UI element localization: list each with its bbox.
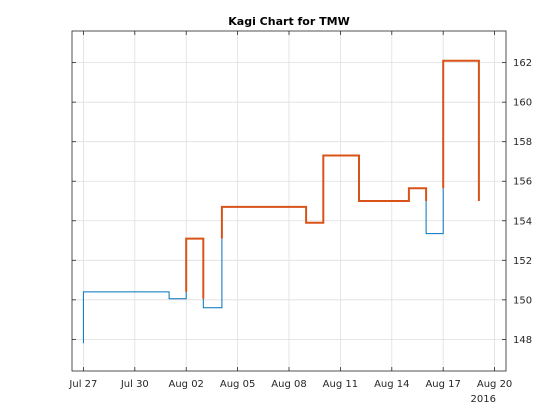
- kagi-yang-line: [185, 237, 205, 299]
- kagi-yang-line: [442, 59, 480, 201]
- y-tick-label: 150: [513, 295, 532, 306]
- x-tick-label: Jul 30: [120, 379, 149, 390]
- y-tick-label: 154: [513, 216, 532, 227]
- y-tick-label: 152: [513, 256, 532, 267]
- kagi-yin-line: [82, 291, 187, 344]
- y-tick-label: 148: [513, 335, 532, 346]
- x-tick-label: Aug 11: [323, 379, 358, 390]
- y-tick-label: 156: [513, 177, 532, 188]
- kagi-yin-line: [202, 238, 223, 309]
- x-tick-label: Aug 05: [220, 379, 255, 390]
- y-axis: 148 150 152 154 156 158 160 162: [72, 58, 532, 346]
- x-tick-label: Aug 08: [271, 379, 306, 390]
- y-tick-label: 160: [513, 98, 532, 109]
- y-tick-label: 162: [513, 58, 532, 69]
- kagi-yin-line: [425, 188, 444, 235]
- kagi-yang-line: [220, 154, 428, 239]
- x-tick-label: Aug 02: [168, 379, 203, 390]
- y-tick-label: 158: [513, 137, 532, 148]
- x-tick-label: Aug 20: [477, 379, 512, 390]
- x-axis-year-label: 2016: [471, 394, 496, 405]
- x-axis: Jul 27 Jul 30 Aug 02 Aug 05 Aug 08 Aug 11 Aug …: [68, 31, 512, 390]
- x-tick-label: Aug 14: [374, 379, 409, 390]
- chart-title: Kagi Chart for TMW: [228, 15, 349, 28]
- x-tick-label: Aug 17: [425, 379, 460, 390]
- series-layer: [82, 59, 480, 344]
- x-tick-label: Jul 27: [68, 379, 97, 390]
